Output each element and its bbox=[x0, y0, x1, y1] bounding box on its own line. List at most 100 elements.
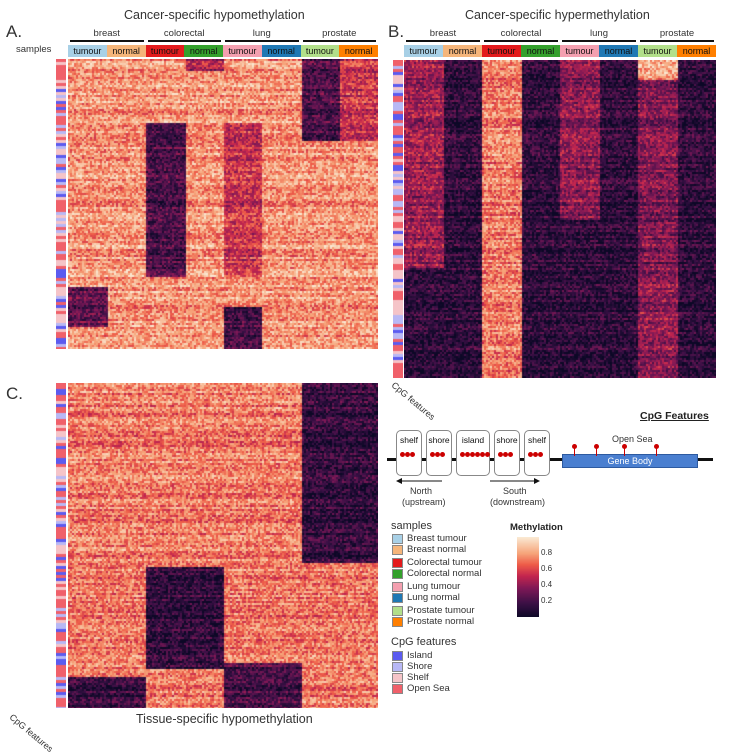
panel-c-letter: C. bbox=[6, 384, 23, 403]
methylation-tick: 0.4 bbox=[541, 580, 553, 589]
legend-swatch bbox=[392, 617, 403, 627]
cpg-region-label: shore bbox=[428, 435, 450, 445]
tissue-label: colorectal bbox=[500, 28, 542, 39]
tissue-label: prostate bbox=[322, 28, 357, 39]
panel-a-header: breast colorectal lung prostate tumour normal… bbox=[68, 28, 378, 58]
tissue-label: breast bbox=[93, 28, 120, 39]
legend-swatch bbox=[392, 606, 403, 616]
panel-a-heatmap bbox=[68, 59, 378, 349]
north-sub-label: (upstream) bbox=[402, 497, 446, 507]
legend-label: Open Sea bbox=[407, 683, 450, 694]
pin-stem bbox=[656, 448, 657, 456]
cpg-region-box: shelf bbox=[524, 430, 550, 476]
methylation-tick: 0.2 bbox=[541, 596, 553, 605]
open-sea-label: Open Sea bbox=[612, 434, 653, 444]
cpg-site-dot bbox=[485, 452, 490, 457]
sample-segment: tumour bbox=[560, 45, 599, 57]
cpg-site-dot bbox=[538, 452, 543, 457]
tissue-bracket bbox=[225, 40, 299, 42]
legend-label: Prostate tumour bbox=[407, 605, 475, 616]
panel-a-letter: A. bbox=[6, 22, 23, 41]
sample-segment: tumour bbox=[404, 45, 443, 57]
legend-cpg: Island Shore Shelf Open Sea bbox=[392, 650, 522, 699]
panel-a-cpg-bar bbox=[56, 59, 66, 349]
sample-segment: normal bbox=[106, 45, 146, 57]
tissue-bracket bbox=[562, 40, 636, 42]
panel-b-header: breast colorectal lung prostate tumour normal… bbox=[404, 28, 716, 58]
cpg-region-label: shore bbox=[496, 435, 518, 445]
cpg-site-dot bbox=[654, 444, 659, 449]
cpg-site-dot bbox=[498, 452, 503, 457]
methylation-colorbar bbox=[517, 537, 539, 617]
legend-label: Island bbox=[407, 650, 433, 661]
sample-segment: normal bbox=[521, 45, 560, 57]
samples-label: samples bbox=[16, 44, 52, 55]
panel-b-letter: B. bbox=[388, 22, 405, 41]
tissue-bracket bbox=[406, 40, 480, 42]
south-label: South bbox=[503, 486, 527, 496]
methylation-tick: 0.8 bbox=[541, 548, 553, 557]
panel-a-title: Cancer-specific hypomethylation bbox=[124, 8, 305, 22]
legend-swatch bbox=[392, 593, 403, 603]
tissue-bracket bbox=[484, 40, 558, 42]
legend-label: Shelf bbox=[407, 672, 429, 683]
cpg-region-box: shore bbox=[426, 430, 452, 476]
legend-label: Lung normal bbox=[407, 592, 460, 603]
sample-segment: normal bbox=[339, 45, 378, 57]
direction-arrows bbox=[396, 478, 540, 484]
cpg-site-dot bbox=[508, 452, 513, 457]
cpg-site-dot bbox=[622, 444, 627, 449]
cpg-region-box: shelf bbox=[396, 430, 422, 476]
methylation-title: Methylation bbox=[510, 522, 563, 533]
legend-swatch bbox=[392, 582, 403, 592]
legend-swatch bbox=[392, 545, 403, 555]
cpg-site-dot bbox=[430, 452, 435, 457]
tissue-bracket bbox=[147, 40, 221, 42]
panel-c-heatmap bbox=[68, 383, 378, 708]
panel-b-heatmap bbox=[404, 60, 716, 378]
tissue-label: lung bbox=[590, 28, 608, 39]
panel-c-cpg-bar bbox=[56, 383, 66, 708]
legend-label: Shore bbox=[407, 661, 433, 672]
cpg-region-box: island bbox=[456, 430, 490, 476]
cpg-site-dot bbox=[435, 452, 440, 457]
cpg-site-dot bbox=[410, 452, 415, 457]
pin-stem bbox=[596, 448, 597, 456]
legend-swatch bbox=[392, 569, 403, 579]
panel-b-title: Cancer-specific hypermethylation bbox=[465, 8, 650, 22]
tissue-label: colorectal bbox=[163, 28, 205, 39]
sample-segment: tumour bbox=[638, 45, 677, 57]
tissue-bracket bbox=[640, 40, 714, 42]
cpg-site-dot bbox=[480, 452, 485, 457]
south-sub-label: (downstream) bbox=[490, 497, 546, 507]
legend-label: Lung tumour bbox=[407, 581, 461, 592]
tissue-label: prostate bbox=[659, 28, 695, 39]
legend-label: Breast tumour bbox=[407, 533, 467, 544]
legend-label: Breast normal bbox=[407, 544, 467, 555]
sample-segment: tumour bbox=[223, 45, 262, 57]
cpg-region-label: shelf bbox=[400, 435, 418, 445]
sample-segment: tumour bbox=[68, 45, 107, 57]
sample-segment: tumour bbox=[300, 45, 340, 57]
legend-cpg-title: CpG features bbox=[391, 636, 457, 648]
tissue-label: breast bbox=[429, 28, 457, 39]
panel-b-cpg-features-label: CpG features bbox=[389, 380, 438, 423]
gene-body: Gene Body bbox=[562, 454, 698, 468]
panel-c-title: Tissue-specific hypomethylation bbox=[136, 712, 313, 726]
cpg-site-dot bbox=[594, 444, 599, 449]
legend-swatch bbox=[392, 651, 403, 661]
cpg-site-dot bbox=[533, 452, 538, 457]
cpg-site-dot bbox=[440, 452, 445, 457]
cpg-site-dot bbox=[572, 444, 577, 449]
cpg-site-dot bbox=[405, 452, 410, 457]
cpg-site-dot bbox=[460, 452, 465, 457]
sample-segment: normal bbox=[261, 45, 301, 57]
legend-label: Colorectal normal bbox=[407, 568, 482, 579]
sample-segment: tumour bbox=[145, 45, 185, 57]
cpg-site-dot bbox=[528, 452, 533, 457]
tissue-bracket bbox=[70, 40, 144, 42]
tissue-label: lung bbox=[252, 28, 271, 39]
cpg-boxes: shelf shore island shore shelf bbox=[396, 430, 550, 480]
cpg-site-dot bbox=[400, 452, 405, 457]
gene-body-label: Gene Body bbox=[607, 456, 653, 466]
